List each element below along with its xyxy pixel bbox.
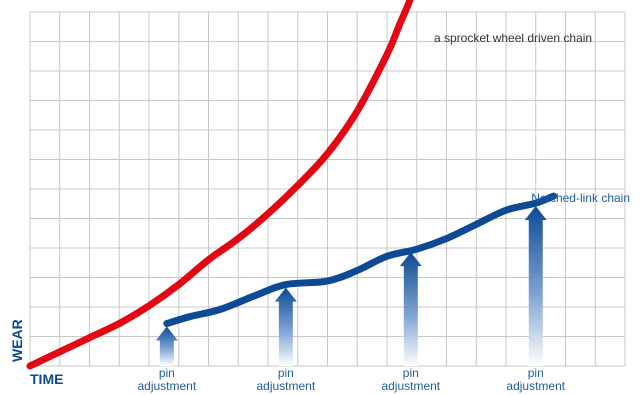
pin-adjustment-arrows	[155, 206, 547, 366]
pin-adjustment-arrow	[399, 252, 422, 366]
annotation-label-adjustment: adjustment	[381, 379, 440, 393]
series-label-sprocket-chain: a sprocket wheel driven chain	[434, 31, 592, 45]
pin-adjustment-arrow	[274, 287, 297, 366]
pin-adjustment-arrow	[155, 326, 178, 366]
annotation-label-adjustment: adjustment	[506, 379, 565, 393]
series-line-sprocket-chain	[26, 0, 414, 370]
chart-series	[26, 0, 558, 370]
chart-labels: TIME WEAR pinadjustmentpinadjustmentpina…	[9, 31, 630, 393]
annotation-label-pin: pin	[528, 366, 544, 380]
annotation-label-adjustment: adjustment	[256, 379, 315, 393]
annotation-label-pin: pin	[403, 366, 419, 380]
series-label-notched-link-chain: Notched-link chain	[531, 191, 630, 205]
pin-adjustment-arrow	[524, 206, 547, 366]
annotation-label-pin: pin	[278, 366, 294, 380]
series-line-notched-link-chain	[163, 192, 558, 328]
annotation-label-pin: pin	[159, 366, 175, 380]
annotation-label-adjustment: adjustment	[137, 379, 196, 393]
y-axis-label: WEAR	[9, 319, 25, 362]
x-axis-label: TIME	[30, 371, 63, 387]
